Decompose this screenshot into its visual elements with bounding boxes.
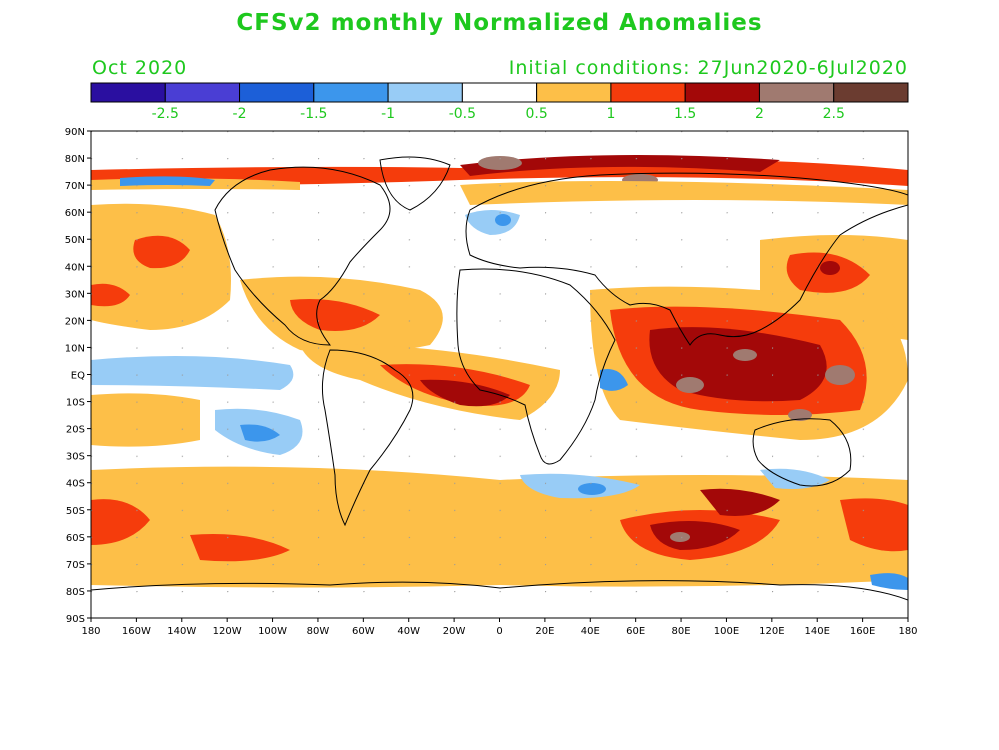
lat-tick-label: 40S [66, 479, 85, 490]
lon-tick-label: 100E [714, 626, 739, 637]
colorbar-label: -0.5 [449, 106, 476, 122]
lon-tick-label: 40W [397, 626, 420, 637]
map-panel [91, 131, 908, 618]
latitude-axis: 90N 80N 70N 60N 50N 40N 30N 20N 10N EQ 10S 20S 30S 40… [65, 127, 91, 625]
greenland-coast [379, 156, 451, 211]
colorbar-swatch [610, 82, 686, 103]
colorbar-label: 2.5 [823, 106, 845, 122]
lat-tick-label: 20N [65, 316, 85, 327]
colorbar-label: -2.5 [152, 106, 179, 122]
lat-tick-label: 70N [65, 181, 85, 192]
lon-tick-label: 0 [496, 626, 502, 637]
map-title: CFSv2 monthly Normalized Anomalies [236, 10, 763, 36]
lat-tick-label: 80N [65, 154, 85, 165]
lon-tick-label: 20W [443, 626, 466, 637]
lat-tick-label: 90S [66, 614, 85, 625]
colorbar-swatch [90, 82, 166, 103]
colorbar-label: -1 [381, 106, 395, 122]
colorbar-label: -2 [233, 106, 247, 122]
lon-tick-label: 60E [626, 626, 645, 637]
australia-coast [752, 418, 852, 487]
south-america-coast [321, 349, 414, 527]
lon-tick-label: 180 [898, 626, 917, 637]
colorbar-swatch [387, 82, 463, 103]
lon-tick-label: 140W [167, 626, 196, 637]
colorbar-swatch [461, 82, 538, 103]
coastlines [91, 156, 908, 601]
valid-month-label: Oct 2020 [92, 57, 188, 79]
lon-tick-label: 120E [759, 626, 784, 637]
colorbar-swatch [833, 82, 909, 103]
colorbar-swatch [313, 82, 389, 103]
lon-tick-label: 40E [581, 626, 600, 637]
colorbar-swatch [239, 82, 315, 103]
lon-tick-label: 160W [122, 626, 151, 637]
lat-tick-label: 50N [65, 235, 85, 246]
colorbar [90, 82, 909, 103]
lat-tick-label: 70S [66, 560, 85, 571]
lon-tick-label: 60W [352, 626, 375, 637]
longitude-axis: 180 160W 140W 120W 100W 80W 60W 40W 20W 0 20E 40E 60… [81, 618, 918, 637]
initial-conditions-label: Initial conditions: 27Jun2020-6Jul2020 [508, 57, 908, 79]
lon-tick-label: 20E [535, 626, 554, 637]
antarctica-coast [91, 580, 908, 601]
lat-tick-label: 40N [65, 262, 85, 273]
lat-tick-label: 10S [66, 398, 85, 409]
lat-tick-label: 90N [65, 127, 85, 138]
colorbar-swatch [684, 82, 760, 103]
lat-tick-label: 10N [65, 343, 85, 354]
lon-tick-label: 100W [258, 626, 287, 637]
lat-tick-label: 30S [66, 452, 85, 463]
lat-tick-label: EQ [71, 371, 85, 382]
colorbar-swatch [164, 82, 241, 103]
colorbar-label: 2 [755, 106, 764, 122]
lon-tick-label: 180 [81, 626, 100, 637]
lon-tick-label: 140E [805, 626, 830, 637]
colorbar-labels: -2.5 -2 -1.5 -1 -0.5 0.5 1 1.5 2 2.5 [152, 106, 845, 122]
lat-tick-label: 50S [66, 506, 85, 517]
lat-tick-label: 60N [65, 208, 85, 219]
lon-tick-label: 80W [307, 626, 330, 637]
colorbar-label: -1.5 [300, 106, 327, 122]
lat-tick-label: 60S [66, 533, 85, 544]
colorbar-label: 1.5 [674, 106, 696, 122]
eurasia-coast [465, 172, 908, 346]
lat-tick-label: 30N [65, 289, 85, 300]
colorbar-swatch [536, 82, 612, 103]
lon-tick-label: 120W [213, 626, 242, 637]
north-america-coast [214, 166, 391, 346]
colorbar-label: 1 [606, 106, 615, 122]
colorbar-swatch [758, 82, 835, 103]
africa-coast [456, 268, 616, 465]
colorbar-label: 0.5 [526, 106, 548, 122]
lat-tick-label: 20S [66, 425, 85, 436]
lon-tick-label: 80E [672, 626, 691, 637]
lat-tick-label: 80S [66, 587, 85, 598]
lon-tick-label: 160E [850, 626, 875, 637]
